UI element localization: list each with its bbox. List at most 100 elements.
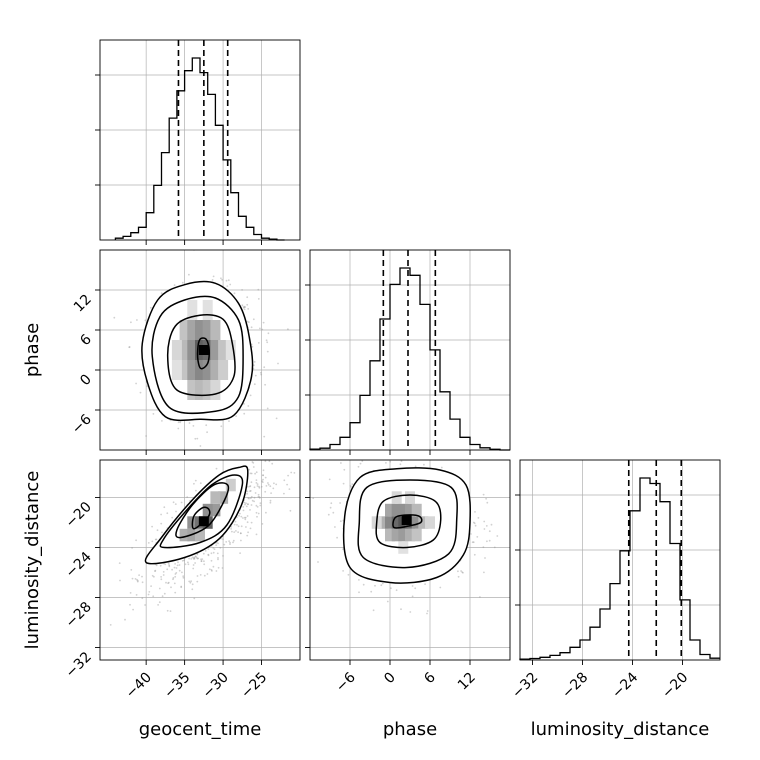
sample-point xyxy=(256,483,259,485)
sample-point xyxy=(240,539,242,542)
contour-fill-outer xyxy=(145,466,248,564)
sample-point xyxy=(229,283,232,286)
sample-point xyxy=(390,587,392,590)
sample-point xyxy=(207,554,210,557)
sample-point xyxy=(264,476,267,479)
sample-point xyxy=(124,618,126,621)
sample-point xyxy=(171,516,174,519)
sample-point xyxy=(132,608,134,611)
sample-point xyxy=(255,511,258,514)
sample-point xyxy=(332,511,335,514)
sample-point xyxy=(193,556,195,559)
sample-point xyxy=(160,292,163,295)
sample-point xyxy=(246,515,249,517)
sample-point xyxy=(215,570,218,572)
sample-point xyxy=(283,492,285,495)
sample-point xyxy=(265,339,268,342)
sample-point xyxy=(240,525,243,528)
density-cell xyxy=(187,360,198,380)
sample-point xyxy=(267,483,270,486)
sample-point xyxy=(247,503,249,505)
sample-point xyxy=(243,403,245,405)
density-cell xyxy=(187,320,198,340)
sample-point xyxy=(479,596,481,598)
sample-point xyxy=(203,563,206,566)
sample-point xyxy=(249,394,252,397)
hist-frame xyxy=(99,39,301,241)
sample-point xyxy=(253,361,256,363)
sample-point xyxy=(257,512,260,515)
sample-point xyxy=(242,517,244,519)
sample-point xyxy=(339,520,342,523)
sample-point xyxy=(259,502,262,505)
sample-point xyxy=(269,499,272,502)
sample-point xyxy=(181,281,184,284)
sample-point xyxy=(328,478,331,481)
sample-point xyxy=(386,600,389,603)
contour-line-3 xyxy=(144,465,249,565)
sample-point xyxy=(485,497,487,500)
density-cell xyxy=(210,340,221,360)
sample-point xyxy=(253,383,256,386)
sample-point xyxy=(173,582,176,585)
sample-point xyxy=(128,346,131,348)
sample-point xyxy=(180,501,183,504)
density-frame xyxy=(309,459,511,661)
sample-point xyxy=(200,560,203,563)
sample-point xyxy=(249,472,252,475)
sample-point xyxy=(194,562,196,564)
density-cell xyxy=(425,516,435,529)
sample-point xyxy=(266,407,269,410)
sample-point xyxy=(193,597,196,600)
sample-point xyxy=(195,489,197,492)
sample-point xyxy=(336,536,338,539)
density-cell xyxy=(179,528,190,542)
sample-point xyxy=(169,610,172,612)
sample-point xyxy=(199,445,202,447)
sample-point xyxy=(182,576,185,579)
hist-frame xyxy=(519,459,721,661)
sample-point xyxy=(259,327,261,330)
sample-point xyxy=(206,431,208,434)
sample-point xyxy=(174,591,177,594)
sample-point xyxy=(273,482,275,485)
sample-point xyxy=(235,415,238,417)
sample-point xyxy=(262,474,264,477)
sample-point xyxy=(158,587,161,590)
sample-point xyxy=(194,555,197,558)
contour-line-3 xyxy=(342,467,471,584)
sample-point xyxy=(457,575,460,578)
sample-point xyxy=(256,506,259,508)
sample-point xyxy=(257,288,260,291)
density-cell xyxy=(411,516,422,529)
sample-point xyxy=(327,513,330,516)
sample-point xyxy=(473,522,476,525)
sample-point xyxy=(474,524,477,527)
sample-point xyxy=(350,486,352,488)
density-cell xyxy=(385,516,395,529)
density-cell xyxy=(405,528,415,542)
sample-point xyxy=(149,306,152,309)
sample-point xyxy=(250,521,253,524)
x-axis-title-luminosity-distance: luminosity_distance xyxy=(531,719,710,740)
sample-point xyxy=(161,420,163,422)
sample-point xyxy=(496,535,499,537)
contour-line-2 xyxy=(159,474,244,549)
sample-point xyxy=(155,564,158,567)
density-cell xyxy=(202,380,213,400)
sample-point xyxy=(196,557,199,560)
sample-point xyxy=(163,506,166,509)
sample-point xyxy=(414,587,417,590)
sample-point xyxy=(330,502,333,505)
sample-point xyxy=(184,563,187,566)
density-cell xyxy=(195,320,205,340)
sample-point xyxy=(269,501,272,504)
sample-point xyxy=(180,585,183,588)
sample-point xyxy=(255,482,258,484)
sample-point xyxy=(129,592,132,594)
sample-point xyxy=(242,509,245,512)
sample-point xyxy=(119,579,121,582)
sample-point xyxy=(483,571,485,574)
sample-point xyxy=(257,342,260,344)
sample-point xyxy=(193,557,196,559)
